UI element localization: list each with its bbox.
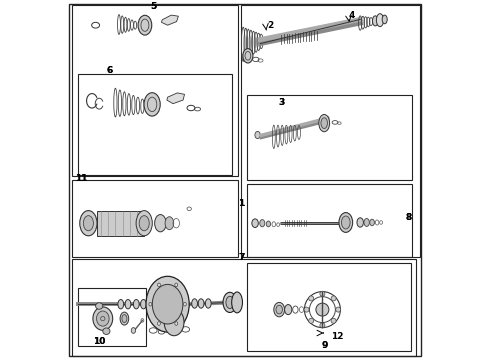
Ellipse shape <box>319 114 330 132</box>
Bar <box>72 259 416 356</box>
Ellipse shape <box>83 216 94 231</box>
Bar <box>242 5 419 257</box>
Ellipse shape <box>198 299 204 308</box>
Ellipse shape <box>274 302 285 317</box>
Ellipse shape <box>118 300 123 309</box>
Ellipse shape <box>309 296 314 301</box>
Text: 2: 2 <box>267 22 273 31</box>
Ellipse shape <box>192 299 197 308</box>
Ellipse shape <box>376 14 384 27</box>
Ellipse shape <box>226 296 234 309</box>
Ellipse shape <box>164 309 184 336</box>
Ellipse shape <box>93 307 113 330</box>
Text: 10: 10 <box>93 337 105 346</box>
Ellipse shape <box>320 291 325 296</box>
Bar <box>247 184 413 257</box>
Ellipse shape <box>133 300 139 309</box>
Ellipse shape <box>260 220 265 227</box>
Ellipse shape <box>316 303 329 316</box>
Text: 11: 11 <box>74 174 87 183</box>
Ellipse shape <box>205 299 211 308</box>
Ellipse shape <box>175 283 178 287</box>
Ellipse shape <box>252 219 258 228</box>
Polygon shape <box>167 93 185 104</box>
Bar <box>98 211 144 236</box>
Ellipse shape <box>255 131 260 139</box>
Bar <box>72 180 238 257</box>
Ellipse shape <box>122 315 127 323</box>
Text: 1: 1 <box>238 199 245 208</box>
Ellipse shape <box>339 212 353 233</box>
Ellipse shape <box>141 300 147 309</box>
Ellipse shape <box>364 219 369 226</box>
Text: 1: 1 <box>238 199 245 208</box>
Ellipse shape <box>285 305 292 315</box>
Ellipse shape <box>149 302 152 306</box>
Bar <box>247 263 411 351</box>
Text: 7: 7 <box>238 253 245 262</box>
Ellipse shape <box>144 93 160 116</box>
Ellipse shape <box>120 312 129 325</box>
Ellipse shape <box>342 216 350 229</box>
Ellipse shape <box>146 276 189 332</box>
Ellipse shape <box>183 302 186 306</box>
Ellipse shape <box>175 322 178 325</box>
Ellipse shape <box>331 296 336 301</box>
Ellipse shape <box>139 216 149 231</box>
Ellipse shape <box>157 283 160 287</box>
Ellipse shape <box>372 16 378 26</box>
Ellipse shape <box>382 15 387 24</box>
Ellipse shape <box>96 303 103 309</box>
Text: 5: 5 <box>150 2 156 11</box>
Text: 3: 3 <box>278 98 284 107</box>
Ellipse shape <box>131 328 136 333</box>
Ellipse shape <box>152 284 183 324</box>
Ellipse shape <box>165 217 174 230</box>
Ellipse shape <box>103 328 110 334</box>
Polygon shape <box>162 15 178 25</box>
Text: 9: 9 <box>321 341 327 350</box>
Ellipse shape <box>331 318 336 323</box>
Ellipse shape <box>136 211 152 236</box>
Bar <box>77 288 146 346</box>
Text: 6: 6 <box>107 66 113 75</box>
Ellipse shape <box>266 221 270 227</box>
Ellipse shape <box>336 307 341 312</box>
Ellipse shape <box>243 49 253 63</box>
Text: 8: 8 <box>405 213 412 222</box>
Ellipse shape <box>276 305 282 314</box>
Text: 5: 5 <box>150 2 156 11</box>
Ellipse shape <box>157 322 160 325</box>
Text: 7: 7 <box>238 253 245 262</box>
Text: 6: 6 <box>107 66 113 75</box>
Bar <box>72 5 238 176</box>
Text: 11: 11 <box>74 174 87 183</box>
Ellipse shape <box>304 307 309 312</box>
Ellipse shape <box>97 311 109 326</box>
Text: 4: 4 <box>349 12 355 21</box>
Text: 3: 3 <box>278 98 284 107</box>
Text: 8: 8 <box>405 213 412 222</box>
Ellipse shape <box>357 218 364 227</box>
Ellipse shape <box>232 292 243 313</box>
Text: 10: 10 <box>93 337 105 346</box>
Ellipse shape <box>321 118 327 129</box>
Bar <box>247 95 413 180</box>
Ellipse shape <box>80 211 97 236</box>
Text: 12: 12 <box>331 332 344 341</box>
Ellipse shape <box>223 292 237 312</box>
Ellipse shape <box>370 219 374 226</box>
Text: 9: 9 <box>321 341 327 350</box>
Bar <box>77 74 232 175</box>
Ellipse shape <box>320 323 325 328</box>
Ellipse shape <box>155 215 166 232</box>
Ellipse shape <box>125 300 131 309</box>
Ellipse shape <box>309 318 314 323</box>
Ellipse shape <box>138 15 152 35</box>
